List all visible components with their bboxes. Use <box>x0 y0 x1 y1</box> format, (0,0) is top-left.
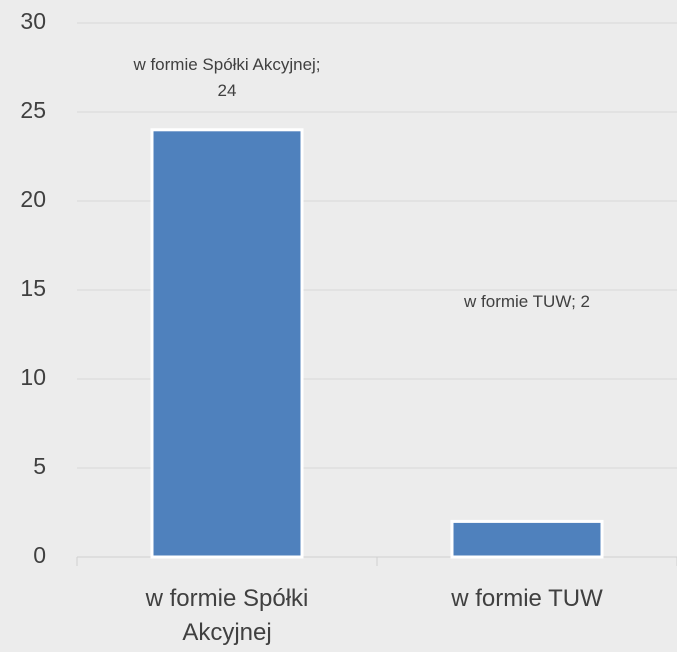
y-tick-label: 20 <box>20 186 46 212</box>
y-tick-label: 10 <box>20 364 46 390</box>
y-tick-label: 30 <box>20 8 46 34</box>
bar <box>150 128 304 559</box>
x-tick-label: w formie Spółki Akcyjnej <box>145 585 309 646</box>
y-tick-label: 25 <box>20 97 46 123</box>
data-label: w formie TUW; 2 <box>464 292 590 311</box>
y-tick-label: 5 <box>33 453 46 479</box>
x-tick-label: w formie TUW <box>451 585 603 612</box>
data-label: w formie Spółki Akcyjnej; 24 <box>133 55 321 100</box>
y-tick-label: 0 <box>33 542 46 568</box>
bar <box>450 519 604 559</box>
y-tick-label: 15 <box>20 275 46 301</box>
